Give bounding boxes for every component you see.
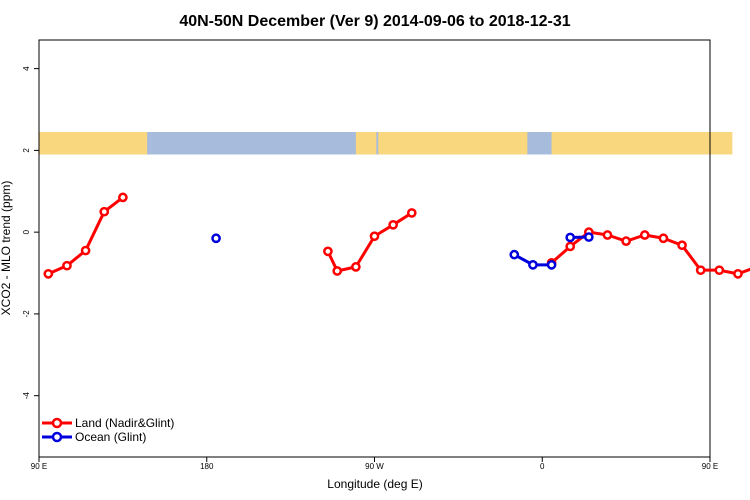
x-axis-label: Longitude (deg E) [327,477,422,491]
x-tick-label-3: 0 [540,462,545,471]
plot-frame [38,39,711,458]
series-1-point-0-0 [211,233,221,244]
series-0-point-0-3 [99,206,110,217]
y-tick-label-1: -2 [22,310,31,318]
y-tick-label-3: 2 [22,148,31,153]
series-0-line-1 [326,211,413,273]
series-0-line-2 [550,230,750,276]
series-1-point-1-2 [546,260,557,270]
y-axis-label: XCO2 - MLO trend (ppm) [0,181,13,316]
series-0-point-1-3 [369,231,380,242]
legend-land-label: Land (Nadir&Glint) [75,416,174,430]
legend: Land (Nadir&Glint) Ocean (Glint) [42,416,174,444]
series-0-point-2-8 [695,265,706,276]
series-0-point-0-4 [118,192,128,203]
legend-land-marker [51,417,63,429]
series-0-point-1-0 [323,246,333,257]
land-band-0 [39,131,148,155]
x-tick-label-1: 180 [200,462,214,471]
legend-ocean-marker [51,431,63,443]
y-tick-label-0: -4 [22,392,31,400]
series-0-point-1-2 [351,262,361,272]
x-tick-label-0: 90 E [31,462,47,471]
y-tick-label-4: 4 [22,66,31,71]
series-0-point-2-1 [565,241,576,252]
series-0-point-2-10 [733,268,743,279]
series-0-point-2-4 [621,236,631,246]
chart-title: 40N-50N December (Ver 9) 2014-09-06 to 2… [179,13,570,30]
x-tick-label-4: 90 E [702,462,718,471]
series-1-point-1-0 [509,249,520,260]
series-0-point-2-7 [677,240,687,251]
series-0-point-0-2 [80,245,91,256]
land-band-1 [355,131,377,155]
series-0-point-2-9 [714,265,725,276]
land-band-3 [551,131,733,155]
y-axis: -4 -2 0 2 4 [22,66,39,399]
series-group [43,192,750,279]
land-band-2 [378,131,528,155]
series-0-point-2-5 [639,230,650,240]
land-ocean-band [39,131,733,155]
series-0-point-1-5 [406,208,417,218]
y-tick-label-2: 0 [22,229,31,234]
series-0-point-0-0 [43,268,54,279]
series-0-point-1-1 [332,266,343,276]
series-0-line-0 [47,196,124,276]
series-1-point-2-0 [565,232,576,243]
x-tick-label-2: 90 W [365,462,384,471]
series-0-point-2-3 [602,230,613,240]
series-0-point-1-4 [388,219,398,230]
series-1-point-1-1 [528,260,538,270]
series-0-point-2-6 [658,233,669,244]
legend-ocean-label: Ocean (Glint) [75,430,146,444]
series-0-point-0-1 [62,260,72,271]
series-1-point-2-1 [583,232,594,242]
